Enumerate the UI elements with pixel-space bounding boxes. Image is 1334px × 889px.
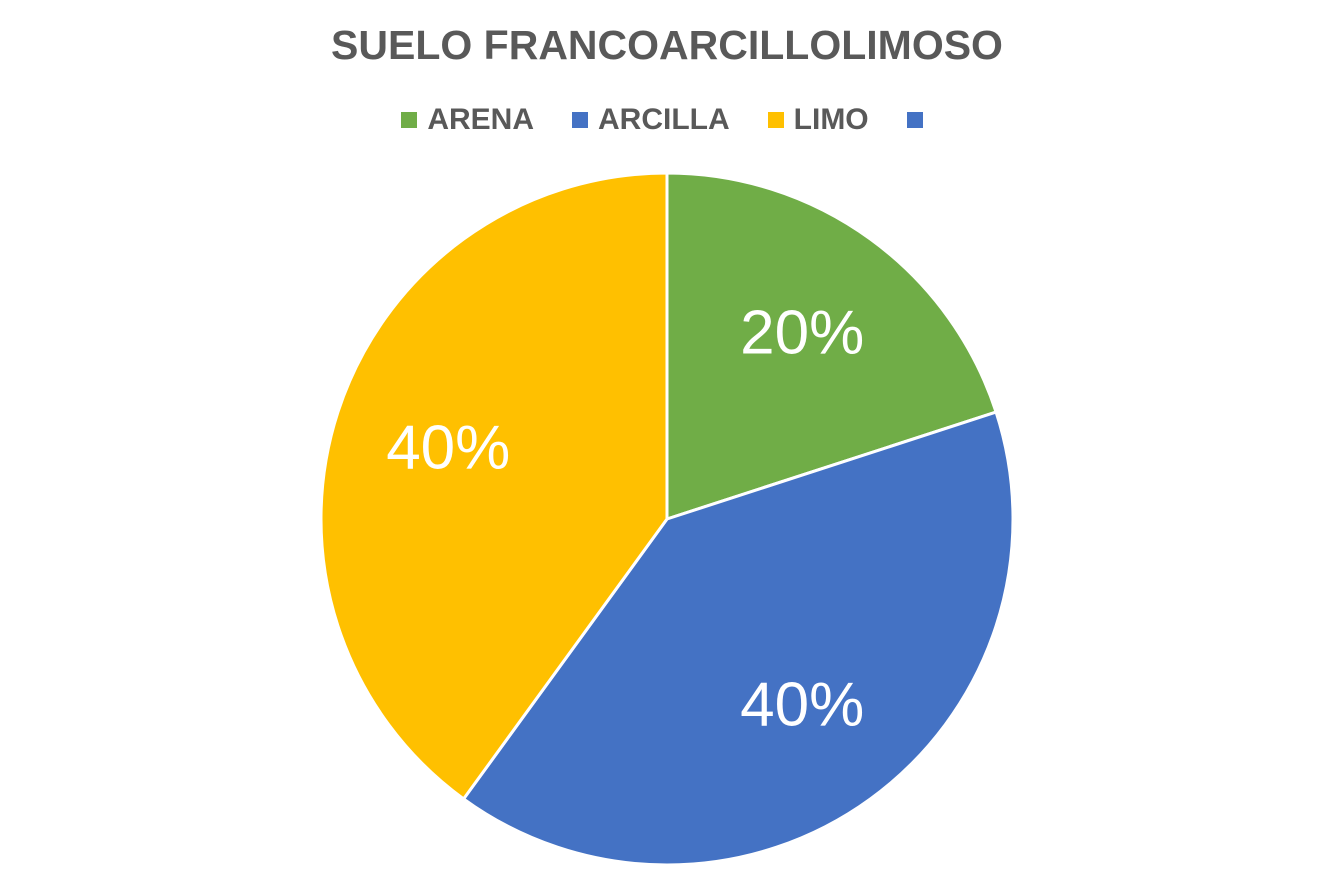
data-label-arena: 20%	[740, 298, 864, 367]
legend-item-unnamed	[906, 112, 933, 128]
pie-slice-arena	[665, 171, 998, 521]
legend-item-arena: ARENA	[401, 100, 534, 140]
legend-swatch-limo	[767, 112, 784, 128]
pie-slices	[319, 171, 1015, 867]
chart-legend: ARENA ARCILLA LIMO	[0, 100, 1334, 140]
data-label-limo: 40%	[386, 413, 510, 482]
legend-item-limo: LIMO	[767, 100, 869, 140]
chart-title: SUELO FRANCOARCILLOLIMOSO	[331, 22, 1003, 68]
pie-data-labels: 20% 40% 40%	[386, 298, 864, 739]
legend-swatch-unnamed	[906, 112, 923, 128]
data-label-arcilla: 40%	[740, 671, 864, 740]
pie-slice-arcilla	[462, 410, 1015, 867]
legend-swatch-arcilla	[572, 112, 588, 128]
legend-label-arcilla: ARCILLA	[598, 103, 730, 136]
legend-label-arena: ARENA	[427, 103, 534, 136]
pie-slice-limo	[319, 171, 669, 801]
legend-swatch-arena	[401, 112, 418, 128]
legend-label-limo: LIMO	[793, 103, 869, 136]
legend-item-arcilla: ARCILLA	[572, 100, 730, 140]
